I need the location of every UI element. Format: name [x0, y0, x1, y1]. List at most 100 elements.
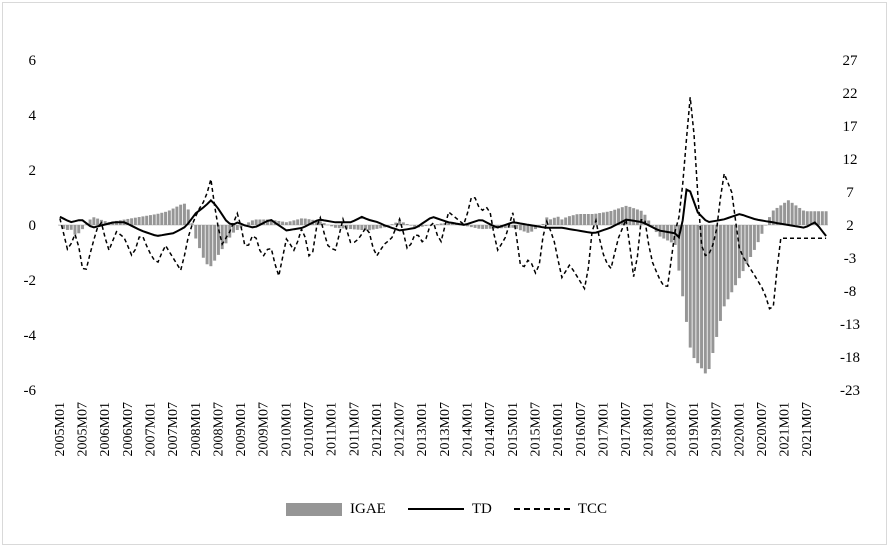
x-tick-label: 2010M07 — [302, 402, 317, 456]
igae-bar — [567, 216, 571, 225]
igae-bar — [58, 225, 62, 226]
y-tick-left: 0 — [29, 218, 37, 234]
igae-bar — [164, 211, 168, 225]
igae-bar — [756, 225, 760, 243]
legend-label-td: TD — [471, 500, 492, 517]
igae-bar — [522, 225, 526, 232]
igae-bar — [277, 220, 281, 225]
igae-bar — [703, 225, 707, 374]
igae-bar — [488, 225, 492, 229]
x-tick-label: 2020M07 — [755, 402, 770, 456]
x-tick-label: 2015M07 — [528, 402, 543, 456]
igae-bar — [590, 214, 594, 225]
igae-bar — [175, 206, 179, 225]
x-tick-label: 2017M07 — [619, 402, 634, 456]
igae-bar — [801, 210, 805, 225]
igae-bar — [190, 223, 194, 225]
igae-bar — [126, 218, 130, 225]
igae-bar — [292, 220, 296, 225]
x-tick-label: 2009M07 — [257, 402, 272, 456]
legend-swatch-tcc — [513, 508, 570, 510]
igae-bar — [726, 225, 730, 300]
legend-label-igae: IGAE — [350, 500, 386, 517]
td-line — [59, 188, 827, 240]
igae-bar — [194, 225, 198, 239]
igae-bar — [77, 225, 81, 234]
igae-bar — [435, 224, 439, 225]
igae-bar — [356, 225, 360, 230]
y-tick-right: 12 — [843, 152, 858, 168]
igae-bar — [424, 225, 428, 227]
igae-bar — [598, 213, 602, 225]
igae-bar — [247, 222, 251, 225]
igae-bar — [62, 225, 66, 229]
x-tick-label: 2011M07 — [347, 402, 362, 456]
x-tick-label: 2005M07 — [76, 402, 91, 456]
igae-bar — [69, 225, 73, 230]
igae-bar — [820, 211, 824, 225]
x-tick-label: 2008M07 — [211, 402, 226, 456]
igae-bar — [254, 219, 258, 225]
igae-bar — [156, 213, 160, 225]
igae-bar — [296, 219, 300, 225]
igae-bar — [413, 225, 417, 228]
x-tick-label: 2010M01 — [279, 402, 294, 456]
igae-bar — [307, 219, 311, 225]
y-tick-right: 2 — [846, 218, 854, 234]
igae-bar — [779, 205, 783, 225]
y-tick-left: 6 — [29, 53, 37, 69]
igae-bar — [541, 223, 545, 225]
igae-bar — [103, 221, 107, 225]
igae-bar — [466, 225, 470, 227]
igae-bar — [552, 217, 556, 225]
igae-bar — [349, 225, 353, 230]
x-tick-label: 2019M07 — [710, 402, 725, 456]
igae-bar — [790, 202, 794, 225]
x-tick-label: 2006M01 — [98, 402, 113, 456]
x-tick-label: 2020M01 — [732, 402, 747, 456]
igae-bar — [220, 225, 224, 250]
igae-bar — [73, 225, 77, 235]
igae-bar — [379, 225, 383, 229]
igae-bar — [477, 225, 481, 229]
igae-bar — [390, 224, 394, 225]
igae-bar — [692, 225, 696, 359]
x-tick-label: 2014M07 — [483, 402, 498, 456]
igae-bar — [575, 214, 579, 225]
igae-bar — [583, 214, 587, 225]
igae-bar — [624, 205, 628, 225]
igae-bar — [179, 204, 183, 225]
igae-bar — [148, 215, 152, 225]
igae-bar — [428, 225, 432, 226]
igae-bar — [375, 225, 379, 229]
igae-bar — [209, 225, 213, 267]
igae-bar — [318, 221, 322, 225]
igae-bar — [420, 225, 424, 227]
igae-bar — [511, 225, 515, 228]
y-tick-right: 27 — [843, 53, 859, 69]
y-tick-right: -23 — [840, 383, 860, 399]
igae-bar — [613, 209, 617, 225]
igae-bar — [258, 219, 262, 225]
igae-bar — [775, 207, 779, 225]
igae-bar — [81, 225, 85, 230]
igae-bar — [213, 225, 217, 261]
igae-bar — [371, 225, 375, 230]
y-tick-left: -6 — [24, 383, 37, 399]
igae-bar — [401, 222, 405, 225]
igae-bar — [824, 211, 828, 225]
x-tick-label: 2017M01 — [596, 402, 611, 456]
igae-bar — [628, 206, 632, 225]
igae-bar — [167, 210, 171, 225]
igae-bar — [450, 223, 454, 225]
igae-bar — [265, 219, 269, 225]
igae-bar — [556, 216, 560, 225]
igae-bar — [330, 225, 334, 227]
igae-bar — [133, 217, 137, 225]
igae-bar — [711, 225, 715, 353]
igae-bar — [345, 225, 349, 229]
igae-bar — [677, 225, 681, 271]
igae-bar — [752, 225, 756, 250]
igae-bar — [579, 214, 583, 225]
igae-bar — [707, 225, 711, 370]
